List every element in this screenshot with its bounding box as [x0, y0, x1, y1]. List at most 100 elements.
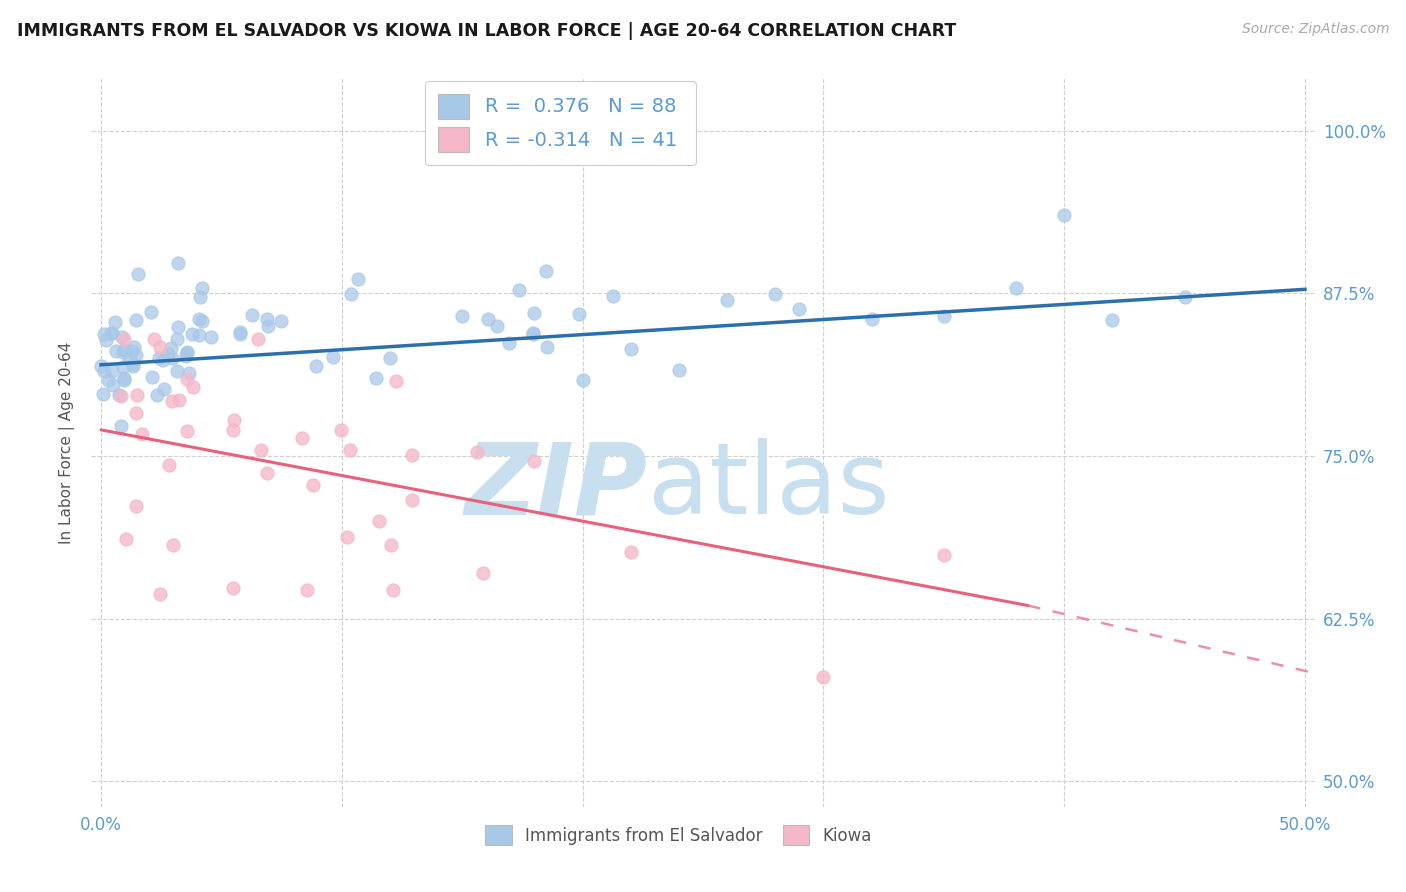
Point: [112, 373, 135, 387]
Point: [108, 388, 131, 402]
Point: [619, 545, 641, 559]
Point: [250, 442, 273, 457]
Point: [522, 326, 544, 340]
Point: [97, 373, 120, 387]
Point: [860, 312, 883, 326]
Point: [1053, 208, 1076, 222]
Point: [190, 314, 212, 328]
Point: [270, 314, 292, 328]
Point: [367, 514, 389, 528]
Point: [534, 264, 557, 278]
Point: [124, 499, 146, 513]
Point: [523, 453, 546, 467]
Point: [472, 566, 495, 581]
Point: [380, 538, 402, 552]
Point: [148, 351, 170, 366]
Point: [188, 311, 211, 326]
Point: [536, 340, 558, 354]
Point: [336, 529, 359, 543]
Point: [110, 418, 132, 433]
Point: [176, 372, 198, 386]
Point: [160, 351, 183, 366]
Point: [118, 351, 141, 366]
Point: [100, 326, 122, 341]
Point: [93, 327, 115, 342]
Point: [166, 364, 188, 378]
Point: [174, 349, 197, 363]
Point: [156, 346, 179, 360]
Point: [522, 327, 544, 342]
Point: [176, 345, 198, 359]
Point: [240, 308, 263, 322]
Point: [932, 310, 955, 324]
Point: [381, 582, 404, 597]
Point: [152, 353, 174, 368]
Point: [257, 318, 280, 333]
Point: [167, 320, 190, 334]
Point: [339, 443, 361, 458]
Point: [620, 343, 643, 357]
Point: [91, 387, 114, 401]
Point: [329, 423, 352, 437]
Point: [112, 359, 135, 374]
Point: [166, 333, 188, 347]
Point: [188, 290, 211, 304]
Point: [125, 313, 148, 327]
Point: [125, 388, 148, 402]
Point: [1005, 281, 1028, 295]
Point: [716, 293, 738, 307]
Point: [305, 359, 328, 373]
Point: [160, 342, 183, 356]
Point: [568, 307, 591, 321]
Legend: Immigrants from El Salvador, Kiowa: Immigrants from El Salvador, Kiowa: [478, 819, 879, 851]
Point: [222, 413, 245, 427]
Point: [1101, 312, 1123, 326]
Point: [122, 340, 145, 354]
Point: [668, 362, 690, 376]
Point: [508, 283, 530, 297]
Y-axis label: In Labor Force | Age 20-64: In Labor Force | Age 20-64: [59, 342, 75, 544]
Point: [180, 327, 202, 342]
Point: [477, 312, 499, 326]
Point: [200, 330, 222, 344]
Point: [121, 359, 143, 373]
Point: [291, 431, 314, 445]
Point: [167, 256, 190, 270]
Text: ZIP: ZIP: [465, 438, 648, 535]
Point: [93, 364, 115, 378]
Point: [932, 548, 955, 562]
Point: [160, 394, 183, 409]
Point: [347, 272, 370, 286]
Point: [498, 336, 520, 351]
Point: [149, 587, 172, 601]
Point: [112, 332, 135, 346]
Point: [229, 326, 252, 341]
Text: Source: ZipAtlas.com: Source: ZipAtlas.com: [1241, 22, 1389, 37]
Point: [94, 333, 117, 347]
Point: [153, 382, 176, 396]
Point: [188, 328, 211, 343]
Point: [246, 332, 269, 346]
Point: [167, 392, 190, 407]
Point: [114, 533, 136, 547]
Point: [789, 301, 811, 316]
Point: [485, 318, 508, 333]
Point: [763, 286, 786, 301]
Point: [177, 366, 200, 380]
Point: [111, 344, 134, 359]
Point: [295, 582, 318, 597]
Point: [104, 315, 127, 329]
Point: [101, 326, 124, 340]
Point: [176, 345, 198, 359]
Point: [465, 444, 488, 458]
Point: [322, 351, 344, 365]
Point: [125, 406, 148, 420]
Point: [101, 378, 124, 392]
Point: [111, 330, 134, 344]
Point: [141, 305, 163, 319]
Point: [302, 478, 325, 492]
Point: [125, 348, 148, 362]
Point: [256, 312, 278, 326]
Point: [401, 492, 423, 507]
Point: [141, 369, 163, 384]
